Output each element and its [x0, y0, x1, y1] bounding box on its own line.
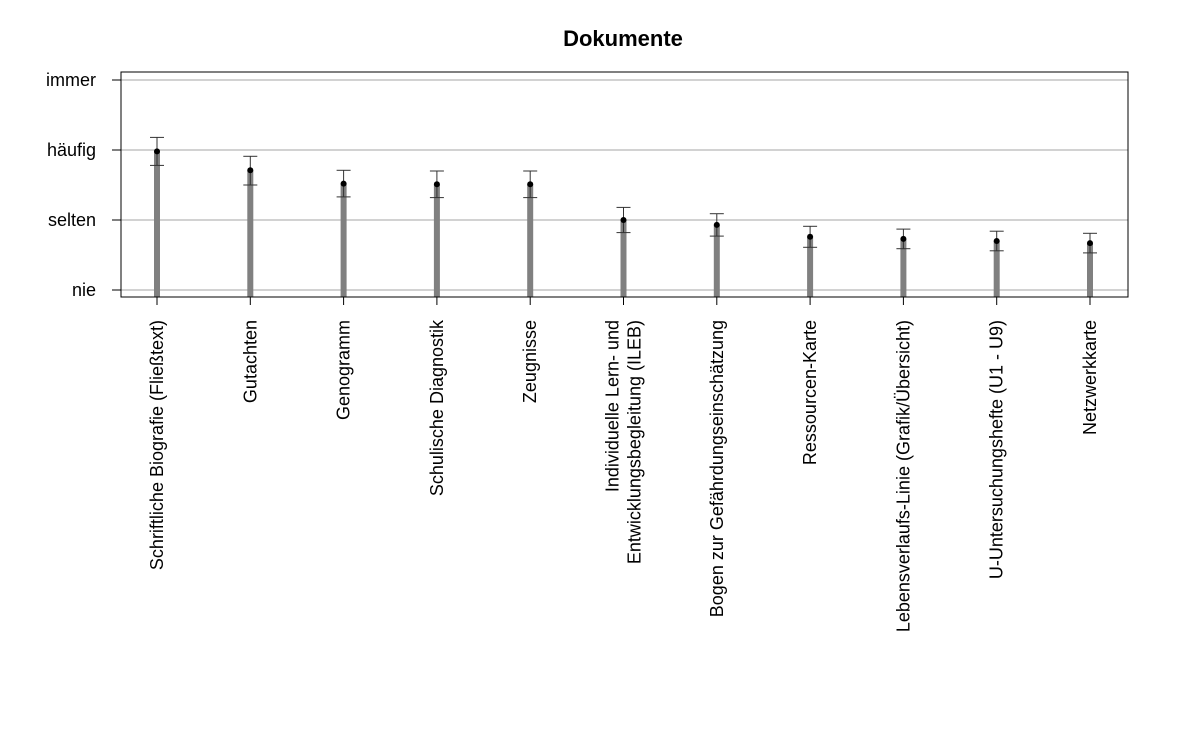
bar	[340, 183, 347, 297]
x-axis: Schriftliche Biografie (Fließtext) Gutach…	[147, 297, 1100, 632]
data-point	[527, 181, 534, 188]
data-point	[340, 180, 347, 187]
x-tick-label: U-Untersuchungshefte (U1 - U9)	[987, 320, 1007, 579]
data-point	[620, 217, 627, 223]
x-tick-label: Netzwerkkarte	[1080, 320, 1100, 435]
y-axis: nie selten häufig immer	[46, 70, 121, 300]
bar	[154, 151, 160, 297]
x-tick-label: Ressourcen-Karte	[800, 320, 820, 465]
data-point	[247, 167, 254, 174]
plot-frame	[120, 71, 1129, 298]
bar	[433, 184, 440, 297]
x-tick-label: Individuelle Lern- und	[603, 320, 623, 492]
y-tick-label: nie	[72, 280, 96, 300]
bar	[1087, 243, 1093, 297]
data-point	[713, 221, 720, 228]
bar	[807, 236, 814, 297]
bar	[247, 170, 254, 297]
bar	[527, 184, 534, 297]
x-tick-label: Genogramm	[334, 320, 354, 420]
data-point	[154, 148, 160, 155]
mean-points	[154, 148, 1093, 247]
x-tick-label: Entwicklungsbegleitung (ILEB)	[625, 320, 645, 564]
bars	[154, 151, 1093, 297]
data-point	[807, 233, 814, 240]
x-tick-label: Gutachten	[240, 320, 260, 403]
x-tick-label: Schulische Diagnostik	[427, 319, 447, 496]
data-point	[993, 238, 1000, 244]
data-point	[1087, 240, 1093, 247]
bar	[620, 220, 627, 297]
data-point	[900, 235, 907, 242]
chart-title: Dokumente	[563, 26, 683, 51]
y-tick-label: selten	[48, 210, 96, 230]
x-tick-label: Bogen zur Gefährdungseinschätzung	[707, 320, 727, 617]
data-point	[433, 181, 440, 188]
bar	[993, 241, 1000, 297]
x-tick-label: Zeugnisse	[520, 320, 540, 403]
bar	[713, 224, 720, 297]
x-tick-label: Lebensverlaufs-Linie (Grafik/Übersicht)	[893, 320, 913, 632]
x-tick-label: Schriftliche Biografie (Fließtext)	[147, 320, 167, 570]
y-tick-label: immer	[46, 70, 96, 90]
error-bars	[150, 136, 1097, 254]
y-tick-label: häufig	[47, 140, 96, 160]
bar	[900, 238, 907, 297]
